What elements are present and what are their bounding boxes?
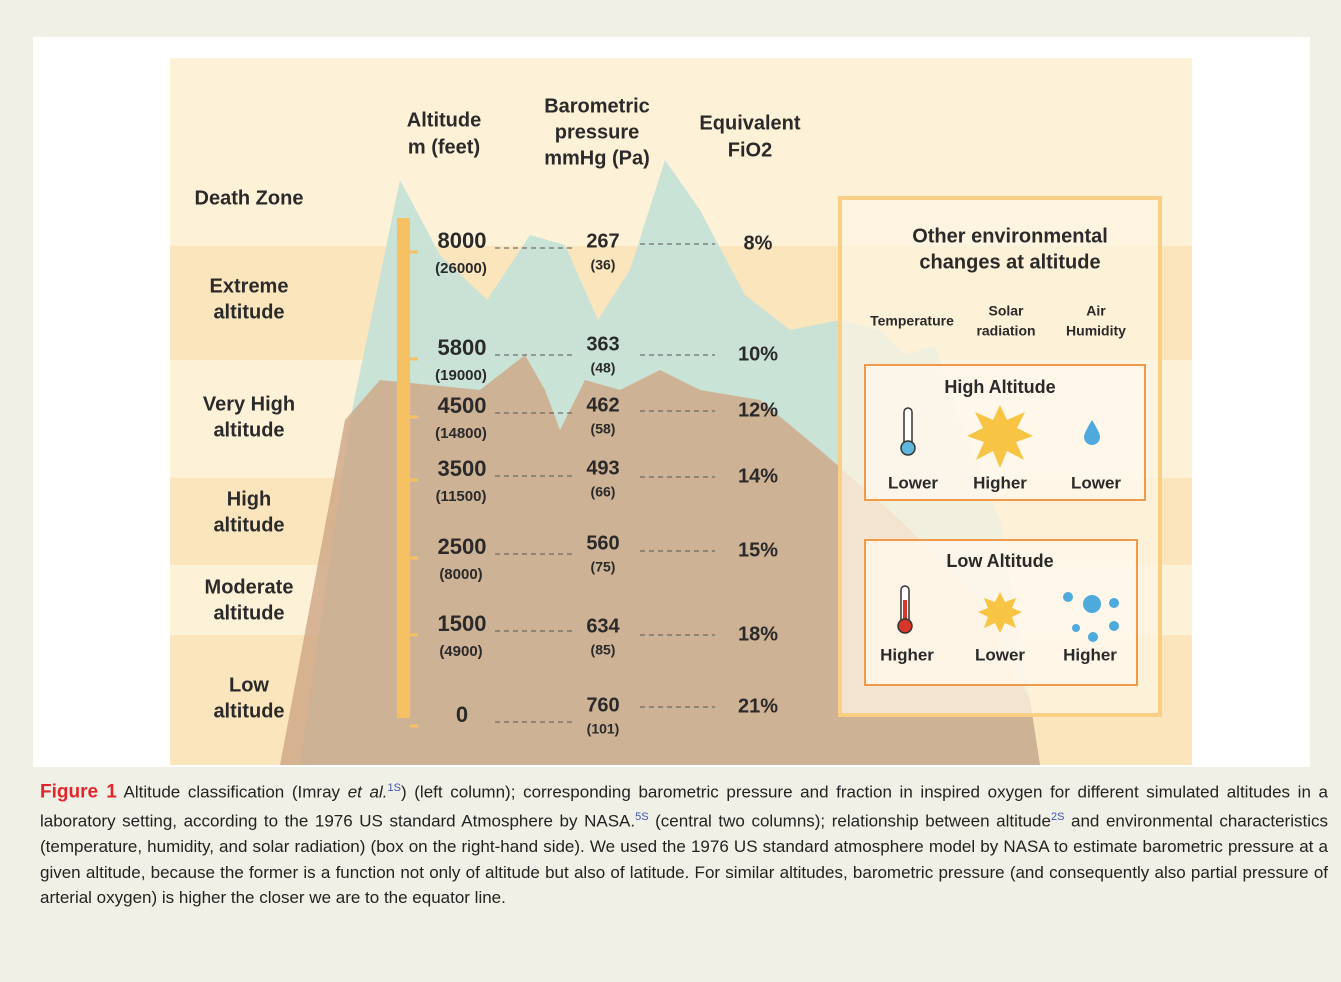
header: mmHg (Pa): [544, 147, 650, 169]
altitude: 2500: [438, 534, 487, 559]
zone-label: Moderate: [205, 576, 294, 598]
zone-label: altitude: [213, 700, 284, 722]
pa: (58): [591, 421, 616, 437]
env-value: Higher: [880, 645, 934, 664]
zone-label: Extreme: [210, 275, 289, 297]
env-column: Temperature: [870, 313, 954, 329]
altitude: 8000: [438, 228, 487, 253]
env-column: Humidity: [1066, 323, 1126, 339]
env-value: Lower: [975, 645, 1025, 664]
altitude: 1500: [438, 611, 487, 636]
feet: (11500): [436, 488, 487, 505]
env-column: Air: [1086, 303, 1106, 319]
altitude: 4500: [438, 393, 487, 418]
env-column: Solar: [988, 303, 1024, 319]
env-value: Higher: [1063, 645, 1117, 664]
altitude: 3500: [438, 456, 487, 481]
fio2: 8%: [744, 232, 773, 254]
caption-text: (central two columns); relationship betw…: [649, 812, 1051, 831]
feet: (14800): [435, 425, 487, 442]
caption: Figure 1 Altitude classification (Imray …: [40, 776, 1328, 911]
header: m (feet): [408, 136, 480, 158]
env-title: Other environmental: [912, 225, 1108, 247]
zone-label: altitude: [213, 301, 284, 323]
env-value: Lower: [1071, 473, 1121, 492]
fio2: 15%: [738, 539, 778, 561]
pa: (75): [591, 559, 616, 575]
zone-label: Very High: [203, 393, 295, 415]
caption-text: et al.: [348, 783, 388, 802]
box-title: Low Altitude: [946, 551, 1053, 571]
page: Altitude m (feet) Barometric pressure mmHg (…: [0, 0, 1341, 982]
feet: (26000): [435, 260, 487, 277]
box-title: High Altitude: [944, 377, 1055, 397]
reference: 2S: [1051, 811, 1064, 823]
pressure: 363: [586, 333, 619, 355]
fio2: 12%: [738, 399, 778, 421]
zone-label: altitude: [213, 419, 284, 441]
pa: (66): [591, 484, 616, 500]
altitude-bar: [397, 218, 410, 718]
env-value: Higher: [973, 473, 1027, 492]
zone-label: altitude: [213, 514, 284, 536]
fio2: 10%: [738, 343, 778, 365]
pa: (101): [587, 721, 620, 737]
header: Altitude: [407, 109, 481, 131]
zone-label: altitude: [213, 602, 284, 624]
zone-label: Low: [229, 674, 269, 696]
feet: (8000): [439, 566, 482, 583]
header: FiO2: [728, 139, 772, 161]
pa: (36): [591, 257, 616, 273]
env-title: changes at altitude: [919, 251, 1100, 273]
figure: Altitude m (feet) Barometric pressure mmHg (…: [0, 0, 1341, 770]
pressure: 760: [586, 694, 619, 716]
feet: (19000): [435, 367, 487, 384]
reference: 1S: [387, 782, 400, 794]
caption-label: Figure 1: [40, 782, 117, 803]
caption-text: Altitude classification (Imray: [117, 783, 348, 802]
reference: 5S: [635, 811, 648, 823]
feet: (4900): [439, 643, 482, 660]
pressure: 634: [586, 615, 620, 637]
pressure: 462: [586, 394, 619, 416]
zone-label: High: [227, 488, 271, 510]
pa: (48): [591, 360, 616, 376]
altitude: 0: [456, 702, 468, 727]
env-value: Lower: [888, 473, 938, 492]
pa: (85): [591, 642, 616, 658]
pressure: 493: [586, 457, 619, 479]
env-column: radiation: [976, 323, 1035, 339]
fio2: 18%: [738, 623, 778, 645]
header: Barometric: [544, 95, 650, 117]
header: pressure: [555, 121, 640, 143]
fio2: 14%: [738, 465, 778, 487]
altitude: 5800: [438, 335, 487, 360]
pressure: 560: [586, 532, 619, 554]
pressure: 267: [586, 230, 619, 252]
fio2: 21%: [738, 695, 778, 717]
zone-label: Death Zone: [195, 187, 304, 209]
header: Equivalent: [699, 112, 800, 134]
